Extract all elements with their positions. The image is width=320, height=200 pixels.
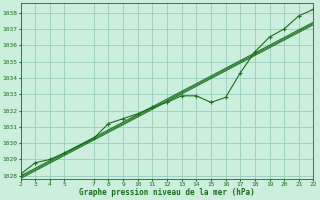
X-axis label: Graphe pression niveau de la mer (hPa): Graphe pression niveau de la mer (hPa): [79, 188, 255, 197]
